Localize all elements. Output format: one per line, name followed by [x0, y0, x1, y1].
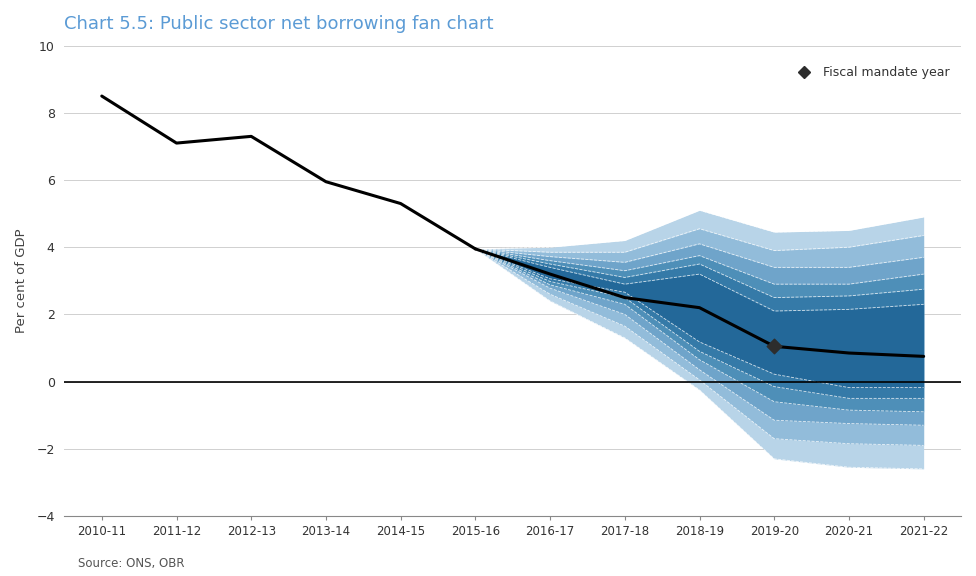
Point	[766, 342, 782, 351]
Text: Source: ONS, OBR: Source: ONS, OBR	[78, 557, 184, 570]
Y-axis label: Per cent of GDP: Per cent of GDP	[15, 229, 28, 333]
Text: Chart 5.5: Public sector net borrowing fan chart: Chart 5.5: Public sector net borrowing f…	[64, 15, 494, 33]
Legend: Fiscal mandate year: Fiscal mandate year	[787, 61, 955, 84]
